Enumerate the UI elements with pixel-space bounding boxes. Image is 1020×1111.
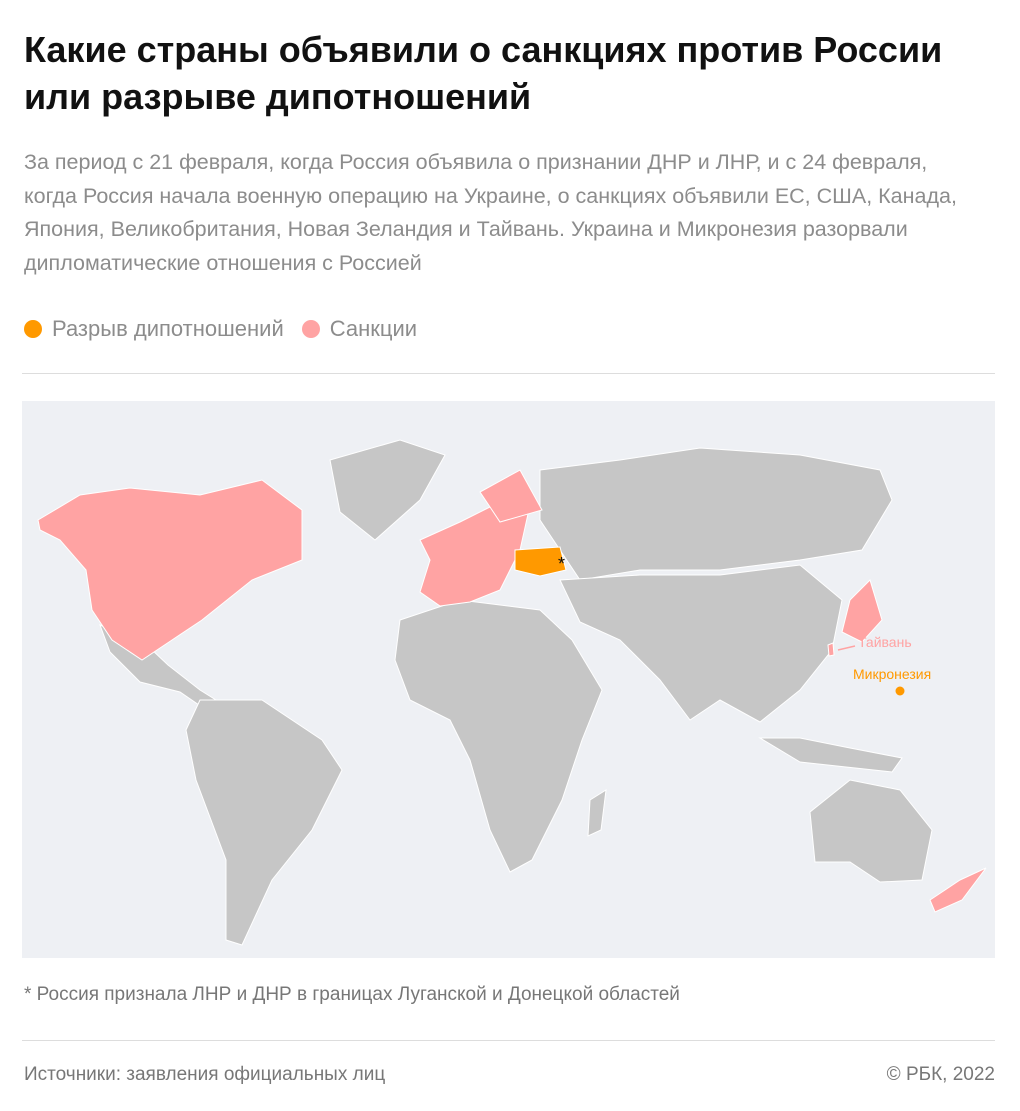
greenland [329, 439, 446, 541]
australia [809, 779, 933, 883]
legend-item: Санкции [301, 316, 418, 342]
subtitle: За период с 21 февраля, когда Россия объ… [24, 150, 957, 275]
source: Источники: заявления официальных лиц [24, 1064, 386, 1085]
legend: Разрыв дипотношений Санкции [24, 316, 417, 342]
title: Какие страны объявили о санкциях против … [24, 29, 943, 117]
asia [559, 564, 843, 723]
south-america [185, 699, 343, 946]
taiwan-label: Тайвань [858, 634, 912, 650]
asterisk: * [558, 554, 565, 574]
legend-label: Разрыв дипотношений [52, 316, 284, 341]
legend-swatch [24, 320, 42, 338]
africa [394, 599, 603, 873]
micronesia-label: Микронезия [853, 666, 931, 682]
japan-sanctions [841, 579, 883, 643]
scandinavia-sanctions [479, 469, 543, 523]
taiwan-sanctions [827, 642, 835, 657]
legend-label: Санкции [329, 316, 418, 341]
north-america-sanctions [37, 479, 303, 661]
ukraine-break [514, 546, 567, 577]
copyright: © РБК, 2022 [886, 1064, 995, 1085]
europe-sanctions [419, 501, 531, 607]
taiwan-leader [837, 645, 856, 651]
legend-item: Разрыв дипотношений [24, 316, 284, 342]
world-map: Тайвань Микронезия * [22, 401, 995, 958]
new-zealand-sanctions [929, 867, 987, 913]
russia [539, 447, 893, 581]
footnote: * Россия признала ЛНР и ДНР в границах Л… [24, 984, 680, 1005]
divider [22, 373, 995, 374]
legend-swatch [301, 320, 320, 338]
madagascar [587, 789, 607, 837]
divider [22, 1040, 995, 1041]
indonesia [758, 737, 903, 773]
micronesia-break [895, 686, 905, 696]
